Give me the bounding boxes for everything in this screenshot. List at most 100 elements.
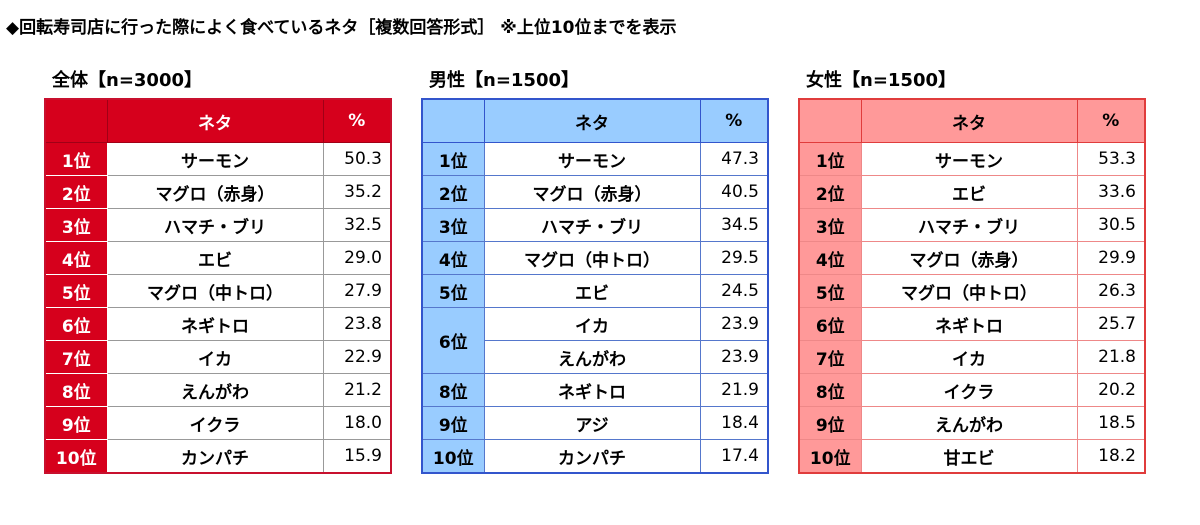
neta-cell: サーモン: [860, 142, 1078, 176]
rank-cell: 8位: [798, 373, 862, 407]
pct-cell: 47.3: [699, 142, 769, 176]
table-row: 2位 マグロ（赤身） 40.5: [421, 175, 769, 209]
table-row: 1位 サーモン 53.3: [798, 142, 1146, 176]
table-row: 10位 カンパチ 15.9: [44, 439, 392, 474]
table-row: 6位 ネギトロ 25.7: [798, 307, 1146, 341]
rank-cell: 1位: [44, 142, 108, 176]
rank-cell: 9位: [44, 406, 108, 440]
rank-cell: 2位: [421, 175, 485, 209]
pct-cell: 33.6: [1076, 175, 1146, 209]
table-row: 1位 サーモン 47.3: [421, 142, 769, 176]
neta-header: ネタ: [860, 98, 1078, 143]
neta-cell: マグロ（中トロ）: [106, 274, 324, 308]
table-row: 5位 マグロ（中トロ） 27.9: [44, 274, 392, 308]
pct-cell: 32.5: [322, 208, 392, 242]
neta-cell: マグロ（赤身）: [483, 175, 701, 209]
table-row: 7位 イカ 21.8: [798, 340, 1146, 374]
table-header-row: ネタ %: [421, 98, 769, 143]
rank-cell: 3位: [421, 208, 485, 242]
neta-cell: イクラ: [860, 373, 1078, 407]
pct-cell: 17.4: [699, 439, 769, 474]
table-title-overall: 全体【n=3000】: [52, 70, 202, 91]
pct-cell: 18.4: [699, 406, 769, 440]
rank-cell: 4位: [421, 241, 485, 275]
pct-cell: 22.9: [322, 340, 392, 374]
rank-cell: 3位: [798, 208, 862, 242]
table-group-male: 男性【n=1500】 ネタ % 1位 サーモン 47.3 2位 マグロ（赤身） 40.5 3…: [421, 64, 769, 474]
pct-cell: 25.7: [1076, 307, 1146, 341]
neta-cell: ハマチ・ブリ: [106, 208, 324, 242]
pct-header: %: [699, 98, 769, 143]
table-row: 8位 ネギトロ 21.9: [421, 373, 769, 407]
neta-cell: ネギトロ: [483, 373, 701, 407]
pct-cell: 29.0: [322, 241, 392, 275]
pct-cell: 15.9: [322, 439, 392, 474]
neta-cell: ハマチ・ブリ: [483, 208, 701, 242]
pct-cell: 53.3: [1076, 142, 1146, 176]
neta-cell: エビ: [483, 274, 701, 308]
table-row: 2位 マグロ（赤身） 35.2: [44, 175, 392, 209]
neta-header: ネタ: [483, 98, 701, 143]
table-row: 5位 エビ 24.5: [421, 274, 769, 308]
pct-cell: 23.9: [699, 307, 769, 341]
table-row: 10位 カンパチ 17.4: [421, 439, 769, 474]
rank-cell: 10位: [421, 439, 485, 474]
pct-header: %: [1076, 98, 1146, 143]
pct-cell: 21.8: [1076, 340, 1146, 374]
neta-cell: えんがわ: [483, 340, 701, 374]
rank-cell: 5位: [44, 274, 108, 308]
rank-cell: 9位: [421, 406, 485, 440]
table-row: 6位 ネギトロ 23.8: [44, 307, 392, 341]
pct-cell: 24.5: [699, 274, 769, 308]
pct-cell: 26.3: [1076, 274, 1146, 308]
table-title-male: 男性【n=1500】: [429, 70, 579, 91]
pct-cell: 27.9: [322, 274, 392, 308]
neta-cell: アジ: [483, 406, 701, 440]
neta-cell: イクラ: [106, 406, 324, 440]
neta-cell: ネギトロ: [860, 307, 1078, 341]
table-row: 4位 エビ 29.0: [44, 241, 392, 275]
table-row: 9位 アジ 18.4: [421, 406, 769, 440]
rank-cell: 6位: [798, 307, 862, 341]
neta-header: ネタ: [106, 98, 324, 143]
neta-cell: マグロ（赤身）: [860, 241, 1078, 275]
table-row: 3位 ハマチ・ブリ 32.5: [44, 208, 392, 242]
pct-cell: 50.3: [322, 142, 392, 176]
table-group-overall: 全体【n=3000】 ネタ % 1位 サーモン 50.3 2位 マグロ（赤身） 35.2 3…: [44, 64, 392, 474]
neta-cell: エビ: [106, 241, 324, 275]
table-group-female: 女性【n=1500】 ネタ % 1位 サーモン 53.3 2位 エビ 33.6 3位 ハマチ・…: [798, 64, 1146, 474]
neta-cell: えんがわ: [860, 406, 1078, 440]
pct-header: %: [322, 98, 392, 143]
rank-cell: 8位: [44, 373, 108, 407]
pct-cell: 18.2: [1076, 439, 1146, 474]
table-row: 4位 マグロ（赤身） 29.9: [798, 241, 1146, 275]
ranking-table-overall: ネタ % 1位 サーモン 50.3 2位 マグロ（赤身） 35.2 3位 ハマチ・ブリ 32.5…: [44, 98, 392, 474]
table-row: 6位 イカ 23.9: [421, 307, 769, 374]
neta-cell: マグロ（赤身）: [106, 175, 324, 209]
rank-cell: 10位: [798, 439, 862, 474]
rank-cell: 2位: [44, 175, 108, 209]
table-row: 2位 エビ 33.6: [798, 175, 1146, 209]
table-row: 8位 えんがわ 21.2: [44, 373, 392, 407]
neta-cell: ネギトロ: [106, 307, 324, 341]
neta-cell: エビ: [860, 175, 1078, 209]
table-title-female: 女性【n=1500】: [806, 70, 956, 91]
neta-cell: サーモン: [483, 142, 701, 176]
rank-cell: 7位: [798, 340, 862, 374]
pct-cell: 20.2: [1076, 373, 1146, 407]
rank-header: [798, 98, 862, 143]
pct-cell: 18.0: [322, 406, 392, 440]
table-header-row: ネタ %: [44, 98, 392, 143]
rank-cell: 1位: [421, 142, 485, 176]
table-row: 8位 イクラ 20.2: [798, 373, 1146, 407]
pct-cell: 29.5: [699, 241, 769, 275]
ranking-table-female: ネタ % 1位 サーモン 53.3 2位 エビ 33.6 3位 ハマチ・ブリ 30.5 4位 マグロ…: [798, 98, 1146, 474]
rank-cell: 7位: [44, 340, 108, 374]
neta-cell: イカ: [106, 340, 324, 374]
neta-cell: サーモン: [106, 142, 324, 176]
neta-cell: カンパチ: [106, 439, 324, 474]
rank-cell: 4位: [798, 241, 862, 275]
table-row: えんがわ 23.9: [422, 340, 769, 374]
rank-cell: 6位: [421, 307, 485, 374]
rank-cell: 3位: [44, 208, 108, 242]
